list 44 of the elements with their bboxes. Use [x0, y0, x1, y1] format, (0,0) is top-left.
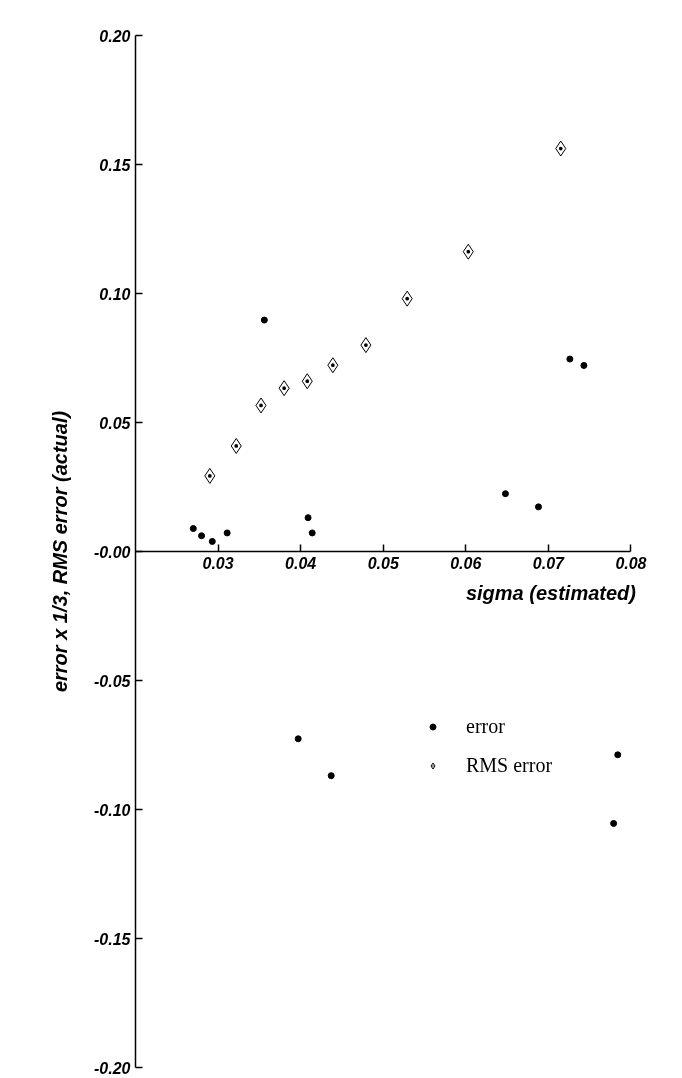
- point: [501, 490, 509, 498]
- point: [308, 529, 316, 537]
- x-tick-label: 0.03: [202, 554, 234, 572]
- x-tick-label: 0.06: [450, 554, 482, 572]
- point: [360, 337, 372, 354]
- point: [304, 514, 312, 522]
- point: [230, 437, 242, 454]
- point: [401, 290, 413, 307]
- point: [580, 361, 588, 369]
- point: [189, 525, 197, 533]
- point: [294, 735, 302, 743]
- y-tick-label: 0.10: [99, 285, 131, 303]
- y-tick-label: -0.00: [94, 543, 131, 561]
- point: [204, 467, 216, 484]
- y-tick-label: -0.10: [94, 801, 131, 819]
- point: [462, 243, 474, 260]
- y-tick-label: 0.15: [99, 156, 132, 174]
- point: [255, 397, 267, 414]
- legend-label: RMS error: [466, 754, 553, 777]
- point: [223, 529, 231, 537]
- y-tick-label: -0.20: [94, 1059, 131, 1077]
- x-tick-label: 0.05: [367, 554, 400, 572]
- point: [610, 819, 618, 827]
- y-tick-label: 0.20: [99, 27, 131, 45]
- legend-label: error: [466, 715, 505, 738]
- y-tick-label: -0.15: [94, 930, 132, 948]
- x-tick-label: 0.07: [532, 554, 566, 572]
- point: [327, 772, 335, 780]
- point: [198, 532, 206, 540]
- x-tick-label: 0.08: [615, 554, 647, 572]
- y-axis-title: error x 1/3, RMS error (actual): [49, 410, 72, 693]
- point: [208, 537, 216, 545]
- point: [555, 140, 567, 157]
- y-tick-label: 0.05: [99, 414, 132, 432]
- x-axis-title: sigma (estimated): [465, 581, 637, 604]
- point: [566, 355, 574, 363]
- y-tick-label: -0.05: [94, 672, 132, 690]
- point: [260, 316, 268, 324]
- point: [327, 357, 339, 374]
- x-tick-label: 0.04: [285, 554, 317, 572]
- point: [301, 373, 313, 390]
- point: [614, 751, 622, 759]
- point: [534, 503, 542, 511]
- point: [278, 380, 290, 397]
